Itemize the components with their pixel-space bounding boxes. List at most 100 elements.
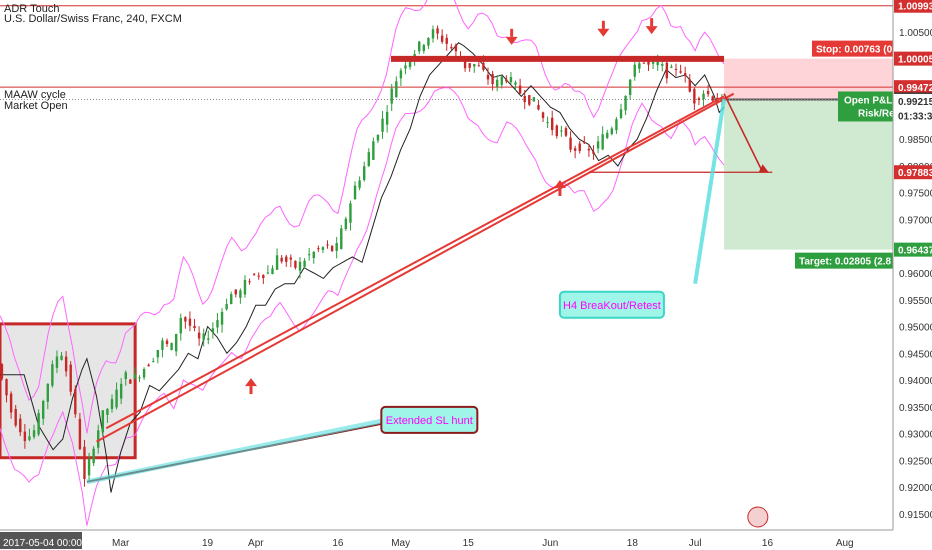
candle-body [674,68,678,70]
price-tag-box [894,242,932,257]
candle-body [665,62,669,79]
candle-body [656,61,659,66]
candle-body [193,325,196,328]
candle-body [358,180,361,188]
candle-body [0,364,4,379]
candle-body [294,260,297,268]
candle-body [262,274,265,279]
candle-body [633,64,636,77]
candle-body [110,399,114,409]
candle-body [5,379,8,396]
candle-body [174,334,178,352]
candle-body [683,73,687,77]
candle-body [74,389,77,415]
candle-body [491,73,494,85]
candle-body [500,76,503,85]
candle-body [670,66,673,68]
time-tick-label: Aug [836,538,854,549]
cursor-time-box [0,532,82,549]
indicator-lines [0,0,725,526]
candle-body [518,85,522,94]
candle-body [362,166,366,180]
indicator-title: ADR Touch [4,3,59,15]
candle-body [573,148,577,151]
price-tick-label: 0.96000 [899,269,932,280]
down-arrow-marker [597,28,610,37]
time-tick-label: Mar [112,538,130,549]
sl-hunt-callout-pointer [86,417,387,485]
candle-body [129,379,132,384]
maaw-label: MAAW cycle [4,89,66,101]
candle-body [390,88,393,104]
candle-body [445,37,448,44]
candle-body [239,290,242,298]
sl-hunt-callout-box [380,405,479,434]
candle-body [541,112,545,119]
time-tick-label: Jul [689,538,702,549]
candle-body [340,228,343,249]
target-label-text: Target: 0.02805 (2.8 [799,257,892,268]
candle-body [119,383,123,399]
candle-body [606,132,609,138]
price-tick-label: 1.00500 [899,28,932,39]
candle-body [106,408,109,415]
grid-lines [0,5,893,100]
candle-body [220,311,224,325]
price-tick-label: 0.95000 [899,323,932,334]
candle-body [271,268,274,275]
candle-body [78,418,82,450]
upper-band-line [0,0,725,434]
candle-body [651,61,655,64]
candle-body [14,408,17,426]
time-tick-label: Apr [248,538,264,549]
candle-body [335,243,338,251]
candle-body [495,79,499,87]
candle-body [197,332,201,339]
target-label-box [795,252,893,269]
candle-body [115,389,118,408]
candle-body [46,383,49,402]
candle-body [583,142,586,144]
candle-body [138,377,141,379]
candle-body [477,65,481,67]
candle-body [555,125,558,136]
price-tick-label: 0.95500 [899,296,932,307]
candle-body [661,63,664,66]
candle-body [230,294,233,305]
candle-body [321,247,325,250]
price-tag-box [894,108,932,123]
candle-body [418,41,421,52]
candle-body [170,343,173,350]
candle-body [266,272,270,274]
candle-body [688,79,691,92]
candle-body [601,134,604,150]
candle-body [528,95,531,105]
candle-body [92,448,95,464]
candle-body [303,260,306,267]
candle-body [454,44,458,52]
support-trendline-lower [105,95,725,430]
candle-body [298,261,302,271]
economic-event-flag-icon[interactable] [747,506,769,528]
candle-body [473,64,476,67]
candle-body [468,63,471,68]
candle-body [564,128,568,136]
price-tag-box [894,0,932,13]
candle-body [619,109,623,118]
candle-body [330,245,334,251]
stop-label-box [812,40,893,57]
candle-body [101,410,105,433]
pl-label-text: Open P&L: [844,95,896,106]
candle-body [427,37,430,46]
candle-body [152,361,155,363]
price-tag-label: 0.99215 [898,97,932,108]
candle-body [344,218,348,229]
candle-body [216,320,219,328]
time-tick-label: 19 [202,538,214,549]
price-tick-label: 0.94000 [899,376,932,387]
price-tag-box [894,165,932,180]
time-tick-label: 16 [332,538,344,549]
candle-body [463,60,467,69]
candle-body [486,74,490,80]
candle-body [482,62,485,70]
